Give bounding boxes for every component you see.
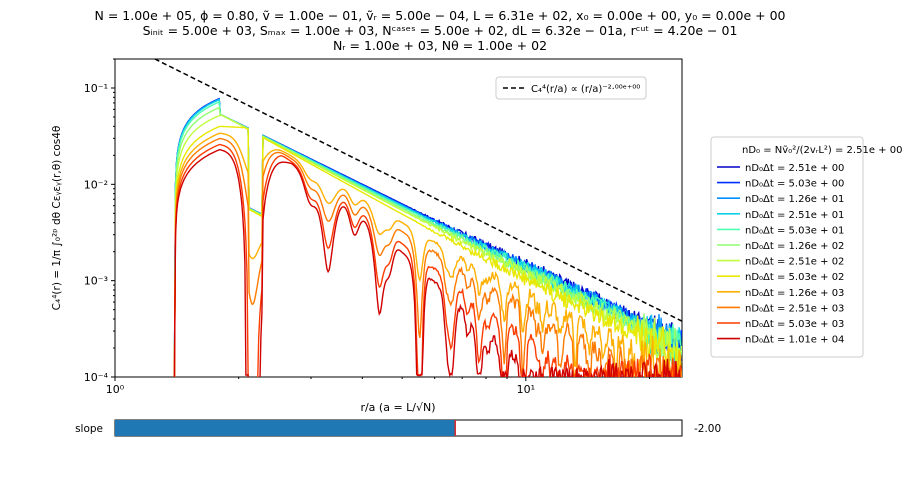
legend-label-5: nD₀Δt = 1.26e + 02: [745, 241, 844, 252]
legend-title: nD₀ = Nṽ₀²/(2vᵣL²) = 2.51e + 00: [742, 145, 902, 156]
legend-label-4: nD₀Δt = 5.03e + 01: [745, 225, 844, 236]
legend-label-1: nD₀Δt = 5.03e + 00: [745, 179, 844, 190]
legend-label-9: nD₀Δt = 2.51e + 03: [745, 303, 844, 314]
slider-fill: [115, 420, 456, 436]
title-line-2: Sᵢₙᵢₜ = 5.00e + 03, Sₘₐₓ = 1.00e + 03, N…: [143, 23, 738, 38]
series-layer: [173, 97, 682, 377]
y-tick-label-0: 10⁻⁴: [84, 371, 109, 384]
legend-items: nD₀Δt = 2.51e + 00 nD₀Δt = 5.03e + 00 nD₀Δ…: [717, 163, 844, 346]
legend-label-3: nD₀Δt = 2.51e + 01: [745, 210, 844, 221]
legend-label-8: nD₀Δt = 1.26e + 03: [745, 288, 844, 299]
legend-label-11: nD₀Δt = 1.01e + 04: [745, 335, 844, 346]
x-tick-label-0: 10⁰: [106, 383, 125, 396]
series-line-7: [173, 125, 682, 377]
axis-ticks: 10⁰ 10¹ 10⁻⁴ 10⁻³ 10⁻² 10⁻¹: [84, 58, 650, 396]
legend-label-2: nD₀Δt = 1.26e + 01: [745, 194, 844, 205]
slider-label: slope: [75, 423, 103, 435]
reference-legend-box: [495, 76, 647, 100]
legend-label-7: nD₀Δt = 5.03e + 02: [745, 272, 844, 283]
legend-label-6: nD₀Δt = 2.51e + 02: [745, 257, 844, 268]
series-line-8: [173, 132, 682, 377]
x-axis-label: r/a (a = L/√N): [360, 401, 435, 414]
figure-title: N = 1.00e + 05, ϕ = 0.80, ṽ = 1.00e − 01…: [95, 8, 786, 53]
series-line-11: [173, 148, 681, 377]
y-tick-label-1: 10⁻³: [84, 275, 108, 288]
reference-legend: C₄⁴(r/a) ∝ (r/a)⁻²·⁰⁰ᵉ⁺⁰⁰: [495, 76, 647, 100]
legend-label-10: nD₀Δt = 5.03e + 03: [745, 319, 844, 330]
title-line-3: Nᵣ = 1.00e + 03, Nθ = 1.00e + 02: [333, 38, 547, 53]
series-line-9: [173, 137, 682, 377]
title-line-1: N = 1.00e + 05, ϕ = 0.80, ṽ = 1.00e − 01…: [95, 8, 786, 23]
y-tick-label-3: 10⁻¹: [84, 82, 108, 95]
y-axis-label: C₄⁴(r) = 1/π ∫₀²ᵖ dθ Cεᵧεᵧ(r,θ) cos4θ: [51, 126, 63, 311]
slider-value: -2.00: [694, 423, 721, 435]
reference-line: [154, 59, 682, 322]
series-legend: nD₀ = Nṽ₀²/(2vᵣL²) = 2.51e + 00 nD₀Δt =…: [710, 136, 902, 358]
x-tick-label-1: 10¹: [517, 383, 535, 396]
series-legend-box: [710, 136, 864, 358]
slope-slider[interactable]: slope -2.00: [75, 419, 721, 437]
y-tick-label-2: 10⁻²: [84, 178, 108, 191]
reference-legend-label: C₄⁴(r/a) ∝ (r/a)⁻²·⁰⁰ᵉ⁺⁰⁰: [531, 84, 640, 95]
reference-line-layer: [154, 59, 682, 322]
legend-label-0: nD₀Δt = 2.51e + 00: [745, 163, 844, 174]
series-line-10: [173, 143, 682, 377]
plot-area: [114, 58, 683, 378]
